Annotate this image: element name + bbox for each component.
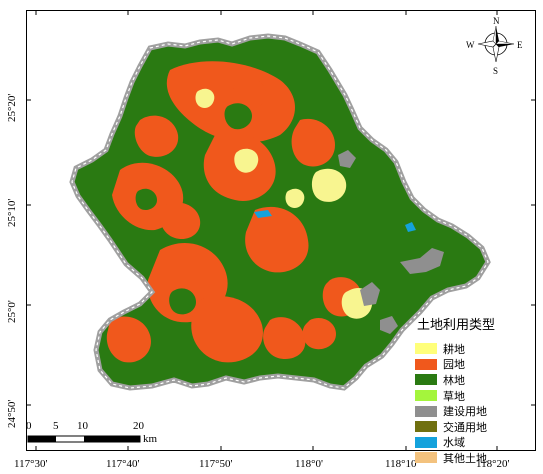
legend-label: 其他土地 [443, 451, 487, 465]
legend-label: 草地 [443, 389, 465, 403]
compass-west-label: W [466, 40, 475, 50]
lon-label: 117°40' [106, 458, 140, 470]
lat-label: 25°10' [6, 198, 18, 227]
compass-east-label: E [517, 40, 523, 50]
lon-label: 118°0' [295, 458, 323, 470]
scale-bar [27, 435, 141, 443]
legend-item: 草地 [415, 388, 535, 404]
compass-south-label: S [493, 66, 499, 76]
legend-title: 土地利用类型 [417, 318, 496, 333]
legend-item: 耕地 [415, 341, 535, 357]
lon-tick-marks [35, 10, 498, 451]
legend-label: 水域 [443, 436, 465, 450]
lon-label: 117°30' [14, 458, 48, 470]
legend-swatch [415, 452, 437, 464]
legend-item: 交通用地 [415, 419, 535, 435]
legend-label: 园地 [443, 358, 465, 372]
legend-swatch [415, 421, 437, 433]
legend-label: 交通用地 [443, 420, 487, 434]
lat-label: 25°0' [6, 300, 18, 323]
scale-label: 0 [26, 420, 32, 432]
legend-label: 林地 [443, 373, 465, 387]
legend-item: 水域 [415, 435, 535, 451]
water-areas [254, 210, 416, 232]
farmland-areas [195, 88, 373, 319]
legend-item: 其他土地 [415, 450, 535, 466]
legend: 土地利用类型 耕地 园地 林地 草地 建设用地 交通用地 水域 其他土地 [415, 314, 535, 466]
legend-swatch [415, 405, 437, 417]
scale-label: 20 [133, 420, 144, 432]
scale-unit: km [143, 433, 158, 445]
legend-item: 林地 [415, 372, 535, 388]
lon-label: 118°10' [385, 458, 419, 470]
legend-swatch [415, 374, 437, 386]
forest-patches [135, 103, 252, 315]
legend-swatch [415, 390, 437, 402]
garden-areas [100, 61, 362, 363]
legend-swatch [415, 436, 437, 448]
lat-label: 24°50' [6, 399, 18, 428]
legend-item: 园地 [415, 357, 535, 373]
compass-north-label: N [493, 16, 500, 26]
land-use-map [72, 36, 488, 388]
compass-rose [477, 25, 515, 63]
scale-label: 5 [53, 420, 59, 432]
lon-label: 117°50' [199, 458, 233, 470]
lon-label: 118°20' [476, 458, 510, 470]
legend-swatch [415, 343, 437, 355]
legend-label: 耕地 [443, 342, 465, 356]
lat-label: 25°20' [6, 93, 18, 122]
legend-swatch [415, 358, 437, 370]
construction-areas [338, 150, 444, 334]
legend-item: 建设用地 [415, 403, 535, 419]
legend-label: 建设用地 [443, 405, 487, 419]
scale-label: 10 [77, 420, 88, 432]
lat-tick-marks [26, 99, 536, 406]
